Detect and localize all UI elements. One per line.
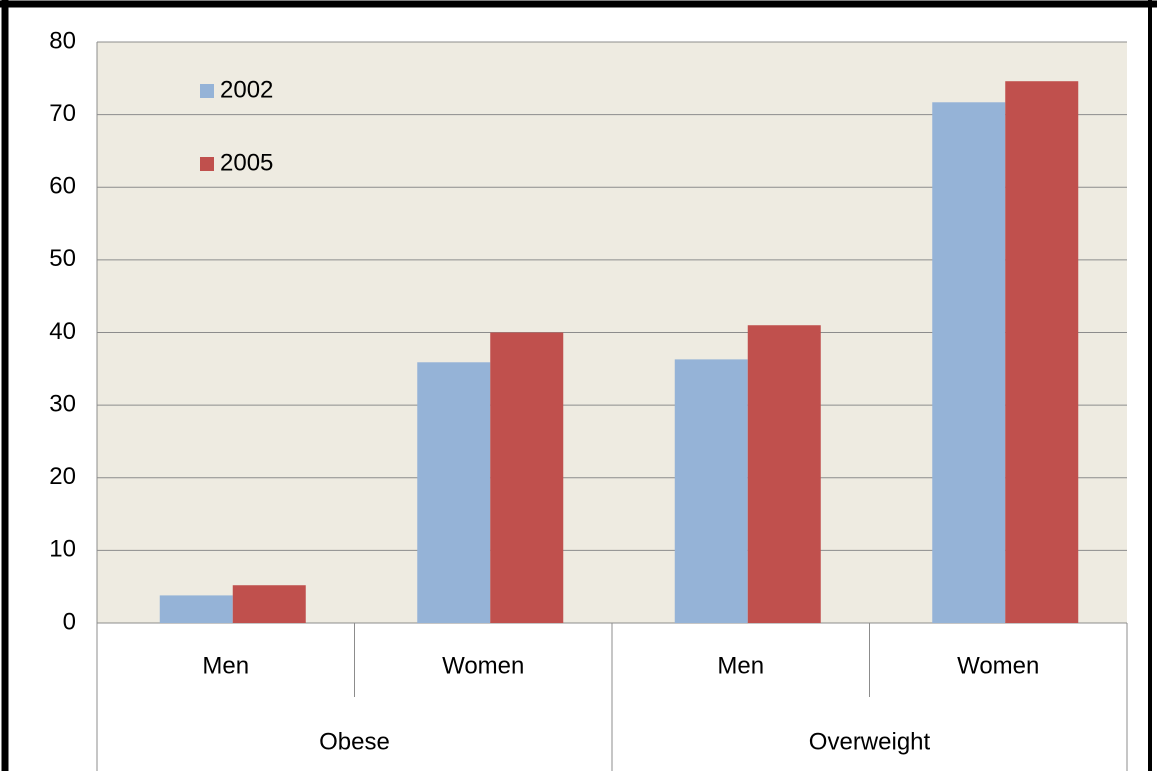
bar (1005, 81, 1079, 623)
y-tick-label: 70 (49, 100, 76, 127)
y-tick-label: 40 (49, 318, 76, 345)
group-label: Overweight (809, 728, 931, 755)
y-tick-label: 30 (49, 390, 76, 417)
x-tick-label: Men (717, 652, 764, 679)
x-tick-label: Women (442, 652, 524, 679)
legend-swatch (200, 84, 214, 98)
y-tick-label: 80 (49, 27, 76, 54)
y-tick-label: 10 (49, 536, 76, 563)
x-tick-label: Men (202, 652, 249, 679)
legend-label: 2005 (220, 149, 273, 176)
bar (417, 362, 491, 623)
x-tick-label: Women (957, 652, 1039, 679)
bar (747, 325, 821, 623)
bar (932, 102, 1006, 623)
y-tick-label: 50 (49, 245, 76, 272)
bar (490, 332, 564, 623)
legend-label: 2002 (220, 76, 273, 103)
bar (159, 595, 233, 623)
y-tick-label: 0 (63, 608, 76, 635)
bar (674, 359, 748, 623)
group-label: Obese (319, 728, 390, 755)
y-tick-label: 20 (49, 463, 76, 490)
legend-swatch (200, 157, 214, 171)
y-tick-label: 60 (49, 173, 76, 200)
bar (232, 585, 306, 623)
